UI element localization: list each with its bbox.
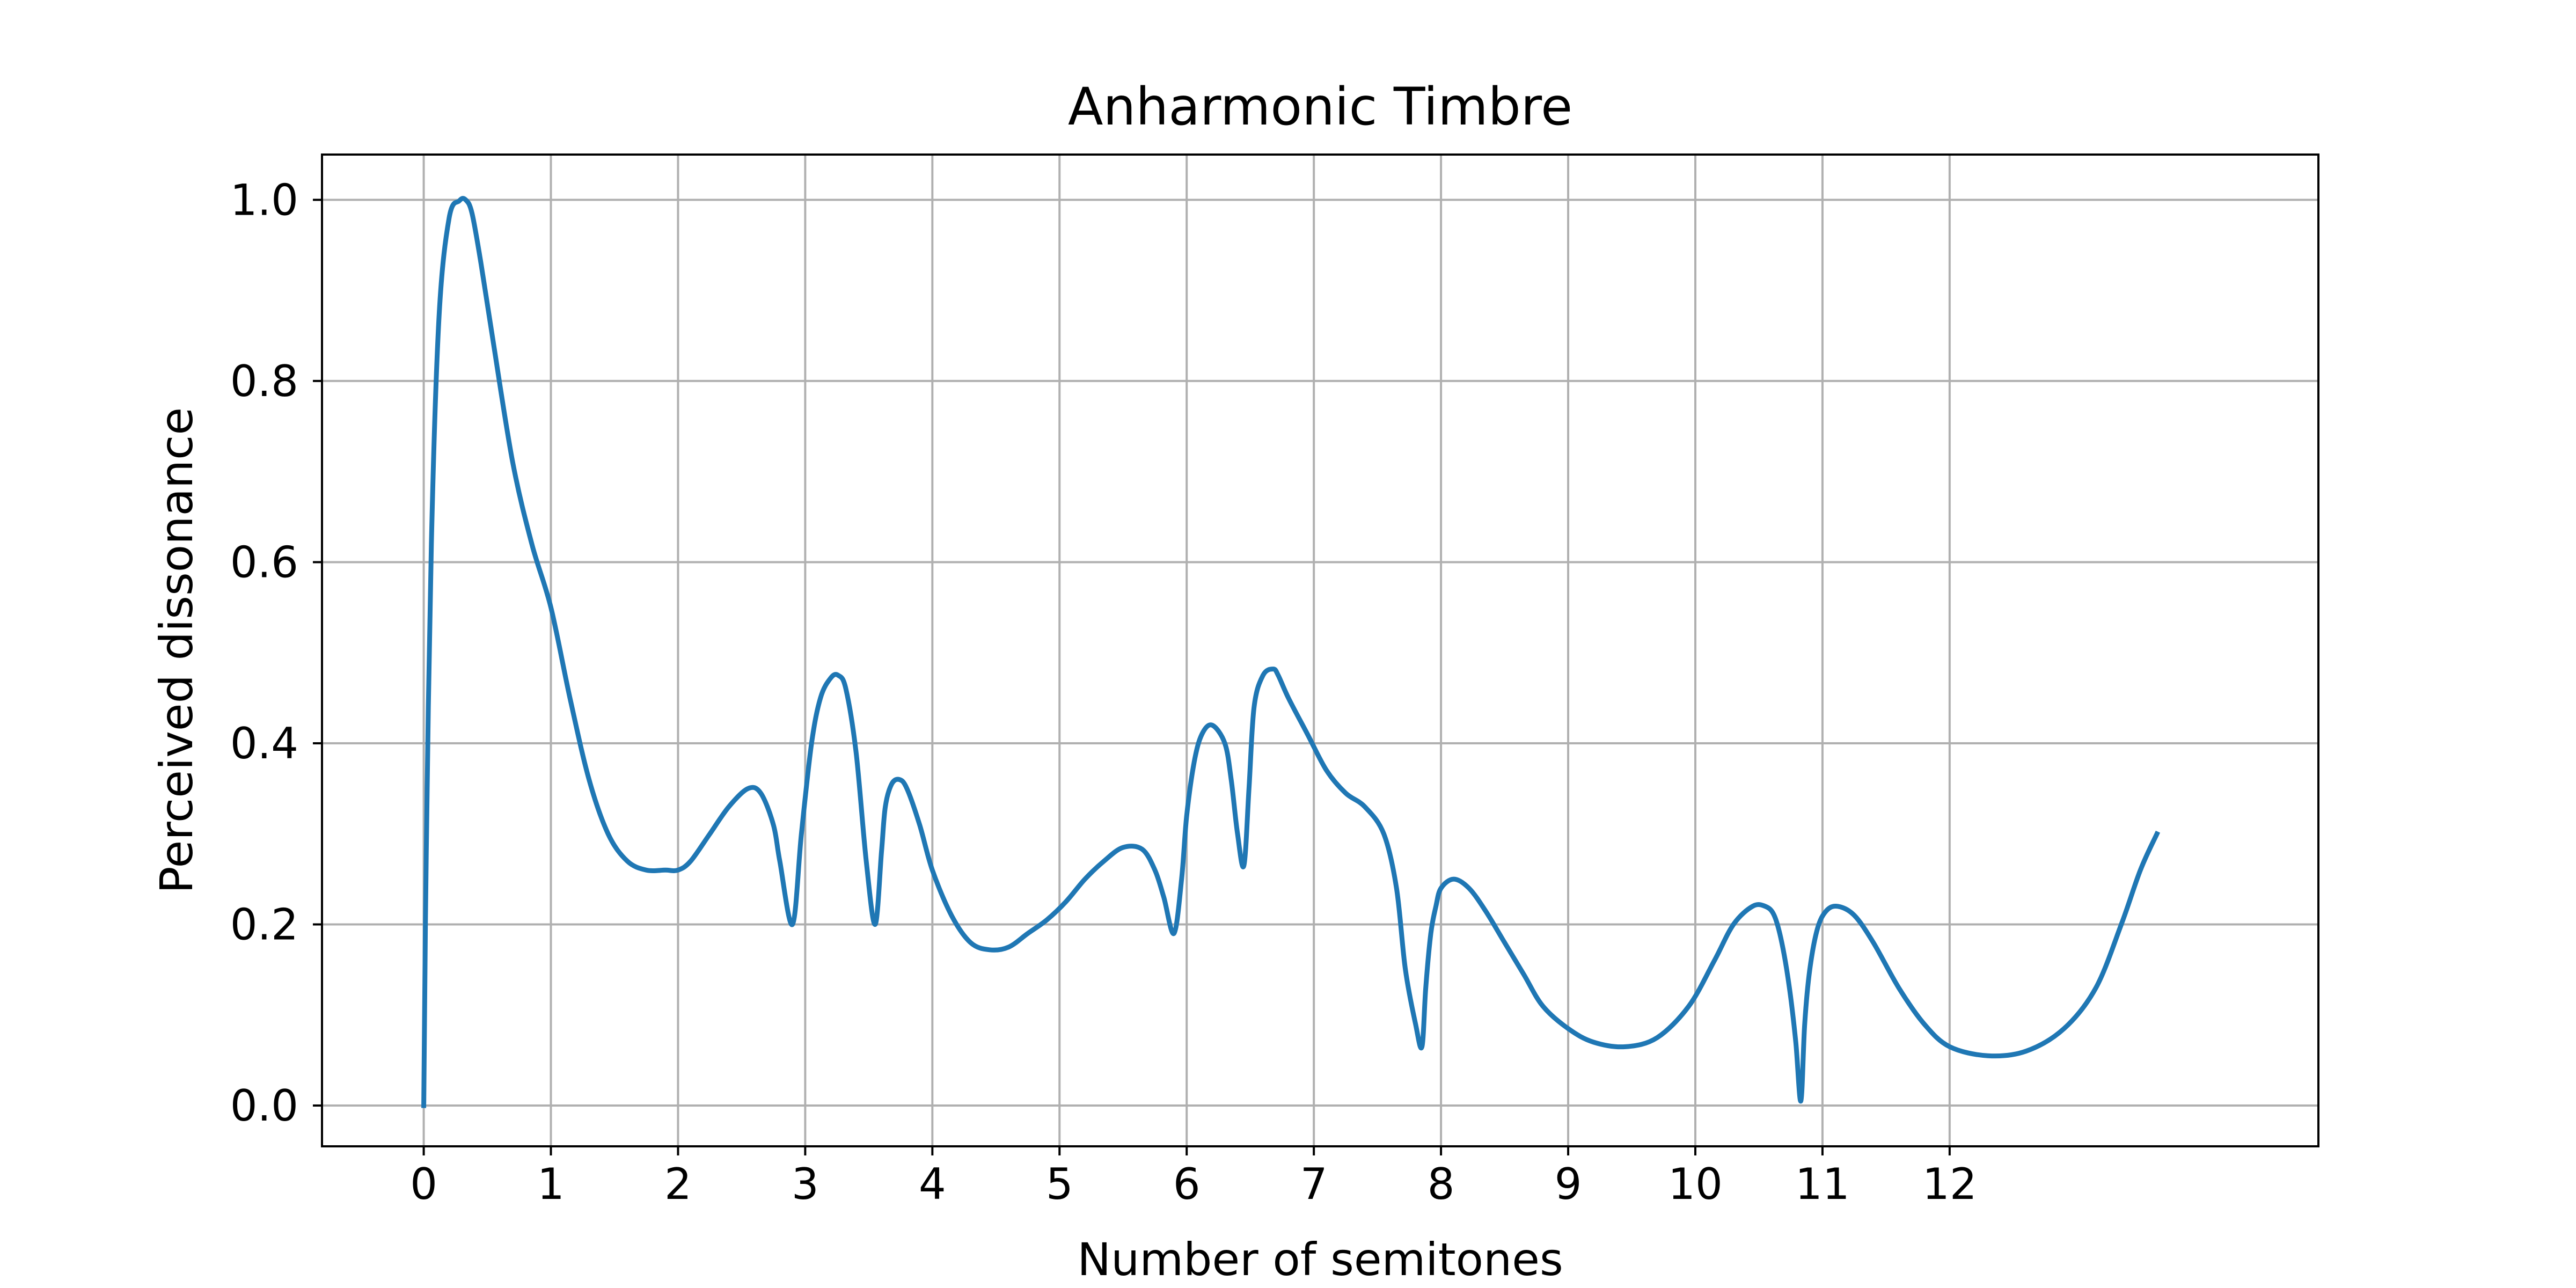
x-tick-label: 1: [537, 1159, 565, 1209]
y-tick-label: 0.0: [230, 1081, 298, 1131]
y-tick-label: 1.0: [230, 175, 298, 225]
x-tick-label: 12: [1922, 1159, 1977, 1209]
ticks: 0 1 2 3 4 5 6 7 8 9 10 11 120.00.20.40.60.81.0: [230, 175, 1977, 1209]
y-axis-label: Perceived dissonance: [150, 407, 203, 894]
y-tick-label: 0.8: [230, 356, 298, 406]
x-tick-label: 5: [1046, 1159, 1073, 1209]
x-tick-label: 0: [410, 1159, 437, 1209]
plot-frame: [321, 153, 2319, 1147]
grid: [322, 155, 2318, 1146]
series-line: [421, 196, 2161, 1108]
plot-area: [322, 155, 2318, 1146]
chart-title: Anharmonic Timbre: [1068, 77, 1572, 137]
series-layer: [421, 196, 2161, 1108]
x-axis-label: Number of semitones: [1077, 1233, 1563, 1286]
x-tick-label: 10: [1668, 1159, 1723, 1209]
x-tick-label: 11: [1795, 1159, 1850, 1209]
y-tick-label: 0.2: [230, 900, 298, 950]
y-tick-label: 0.6: [230, 537, 298, 587]
x-tick-label: 3: [792, 1159, 819, 1209]
x-tick-label: 8: [1428, 1159, 1455, 1209]
x-tick-label: 2: [664, 1159, 692, 1209]
x-tick-label: 4: [919, 1159, 946, 1209]
y-tick-label: 0.4: [230, 719, 298, 769]
x-tick-label: 9: [1555, 1159, 1582, 1209]
x-tick-label: 7: [1300, 1159, 1328, 1209]
x-tick-label: 6: [1173, 1159, 1201, 1209]
